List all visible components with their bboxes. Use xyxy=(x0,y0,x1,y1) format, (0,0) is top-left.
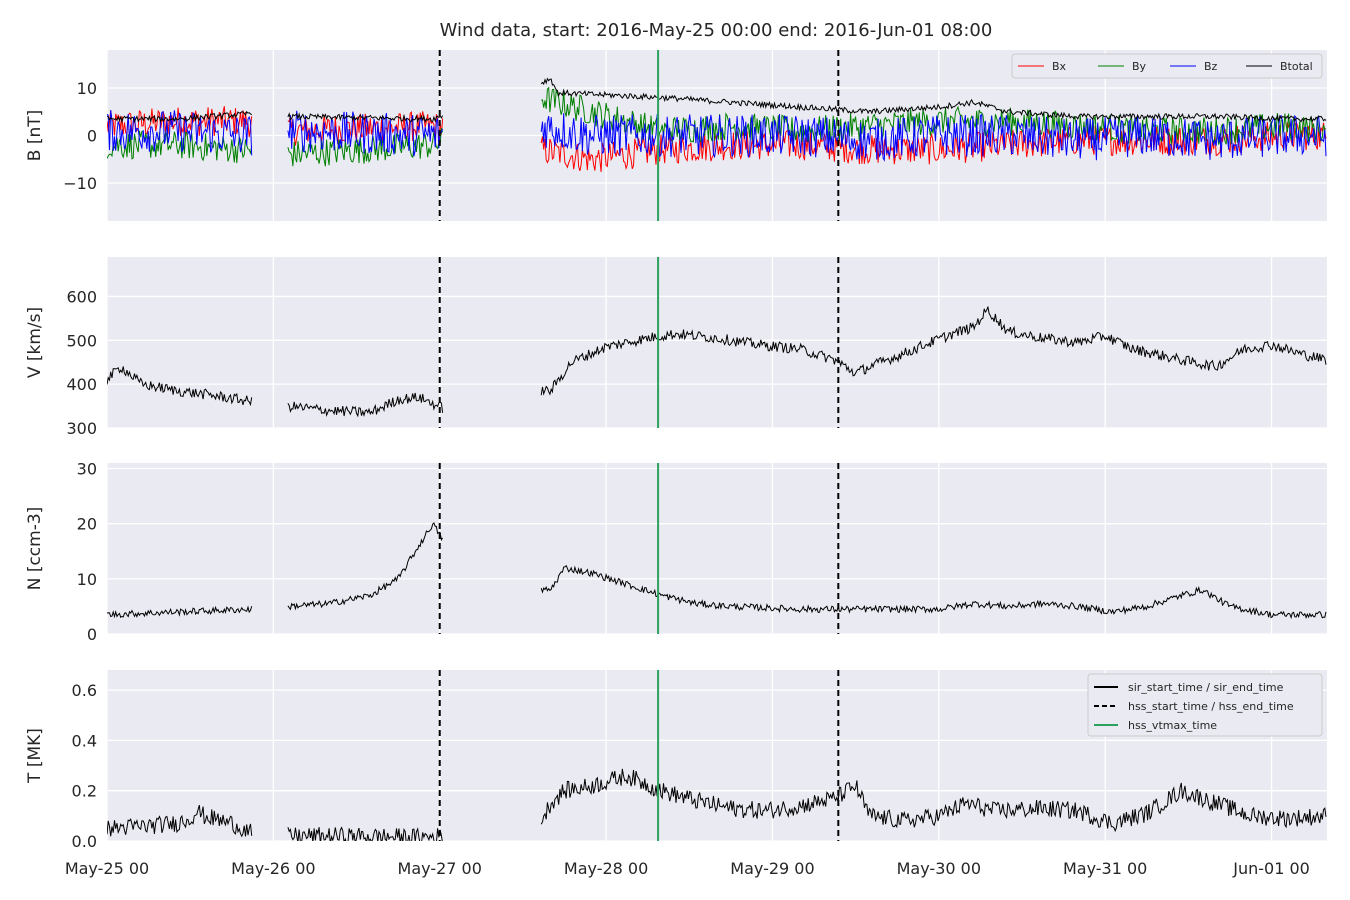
y-axis-label: T [MK] xyxy=(25,728,45,784)
data-layer xyxy=(107,670,1327,841)
y-tick-label: 0.2 xyxy=(72,782,97,801)
y-tick-label: 500 xyxy=(66,331,97,350)
y-tick-label: 0.4 xyxy=(72,731,97,750)
x-axis: May-25 00 May-26 00 May-27 00 May-28 00 May-… xyxy=(65,859,1310,878)
y-tick-label: 10 xyxy=(77,79,97,98)
y-tick-label: 30 xyxy=(77,460,97,479)
x-tick-label: May-28 00 xyxy=(564,859,648,878)
series-line-bz xyxy=(107,109,1327,162)
x-tick-label: Jun-01 00 xyxy=(1232,859,1310,878)
x-tick-label: May-26 00 xyxy=(231,859,315,878)
y-tick-label: 0 xyxy=(87,625,97,644)
series-line-v xyxy=(107,306,1327,418)
legend-label-by: By xyxy=(1132,60,1147,73)
legend-label: hss_vtmax_time xyxy=(1128,719,1217,732)
y-tick-label: 0.6 xyxy=(72,681,97,700)
panel-v: 300 400 500 600 V [km/s] xyxy=(25,257,1327,438)
panel-b: −10 0 10 B [nT] Bx By Bz Btotal xyxy=(25,50,1327,221)
y-tick-label: −10 xyxy=(63,174,97,193)
x-tick-label: May-29 00 xyxy=(730,859,814,878)
panel-n: 0 10 20 30 N [ccm-3] xyxy=(25,460,1327,644)
legend-event-times: sir_start_time / sir_end_time hss_start_t… xyxy=(1087,673,1323,737)
panel-background xyxy=(107,463,1327,634)
legend-magnetic-field: Bx By Bz Btotal xyxy=(1011,53,1323,79)
panel-t: 0.0 0.2 0.4 0.6 T [MK] sir_start_time / sir_e… xyxy=(25,670,1327,851)
y-tick-label: 10 xyxy=(77,570,97,589)
legend-label-bz: Bz xyxy=(1204,60,1218,73)
data-layer xyxy=(107,257,1327,428)
chart-title: Wind data, start: 2016-May-25 00:00 end:… xyxy=(440,20,993,41)
y-axis-label: V [km/s] xyxy=(25,307,45,378)
legend-box xyxy=(1011,53,1323,79)
legend-label: hss_start_time / hss_end_time xyxy=(1128,700,1294,713)
panel-background xyxy=(107,257,1327,428)
legend-label-bx: Bx xyxy=(1052,60,1067,73)
data-layer xyxy=(107,50,1327,221)
y-axis-label: B [nT] xyxy=(25,110,45,162)
series-line-btotal xyxy=(107,77,1327,124)
series-line-n xyxy=(107,522,1327,620)
x-tick-label: May-25 00 xyxy=(65,859,149,878)
series-line-t xyxy=(107,768,1327,841)
legend-label-btotal: Btotal xyxy=(1280,60,1313,73)
y-axis-label: N [ccm-3] xyxy=(25,507,45,591)
legend-box xyxy=(1087,673,1323,737)
y-tick-label: 20 xyxy=(77,515,97,534)
y-tick-label: 600 xyxy=(66,287,97,306)
legend-label: sir_start_time / sir_end_time xyxy=(1128,681,1284,694)
y-tick-label: 0 xyxy=(87,127,97,146)
data-layer xyxy=(107,463,1327,634)
x-tick-label: May-30 00 xyxy=(897,859,981,878)
x-tick-label: May-27 00 xyxy=(398,859,482,878)
y-tick-label: 0.0 xyxy=(72,832,97,851)
x-tick-label: May-31 00 xyxy=(1063,859,1147,878)
y-tick-label: 300 xyxy=(66,419,97,438)
y-tick-label: 400 xyxy=(66,375,97,394)
